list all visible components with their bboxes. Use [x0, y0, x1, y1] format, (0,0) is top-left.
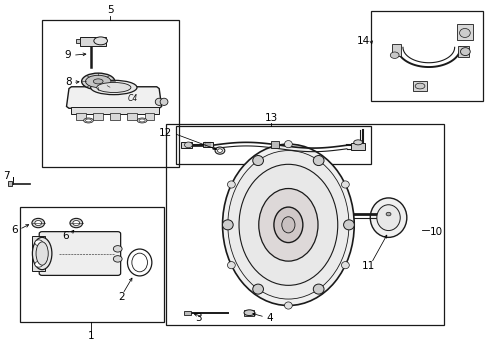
Ellipse shape	[341, 262, 348, 269]
Ellipse shape	[70, 219, 82, 228]
Ellipse shape	[341, 181, 348, 188]
Bar	[80, 37, 105, 45]
Ellipse shape	[160, 98, 167, 105]
Text: 14: 14	[356, 36, 369, 46]
Bar	[7, 181, 12, 186]
Bar	[32, 236, 44, 271]
FancyBboxPatch shape	[39, 231, 121, 275]
Ellipse shape	[273, 207, 302, 243]
Ellipse shape	[258, 189, 317, 261]
Bar	[181, 142, 192, 148]
Bar	[370, 12, 483, 101]
Ellipse shape	[155, 98, 163, 105]
Bar	[76, 39, 80, 43]
Ellipse shape	[244, 310, 254, 316]
Bar	[127, 113, 137, 120]
Bar	[183, 311, 190, 315]
Ellipse shape	[252, 284, 263, 294]
Bar	[166, 125, 444, 325]
Text: 13: 13	[264, 113, 277, 123]
Bar	[457, 45, 468, 57]
Text: 7: 7	[3, 171, 10, 181]
Ellipse shape	[313, 156, 324, 166]
Text: 4: 4	[266, 313, 272, 323]
Text: 2: 2	[118, 292, 124, 302]
Ellipse shape	[343, 220, 354, 230]
Ellipse shape	[94, 37, 107, 45]
Bar	[176, 126, 370, 164]
Ellipse shape	[414, 83, 424, 89]
Ellipse shape	[83, 118, 93, 123]
Bar	[456, 24, 472, 40]
Ellipse shape	[35, 240, 42, 246]
Bar	[20, 207, 163, 321]
Ellipse shape	[227, 262, 235, 269]
Ellipse shape	[222, 220, 233, 230]
Ellipse shape	[93, 79, 103, 84]
Ellipse shape	[386, 212, 390, 216]
Ellipse shape	[132, 253, 147, 272]
Text: 9: 9	[64, 50, 71, 60]
Ellipse shape	[184, 142, 192, 148]
Ellipse shape	[139, 119, 145, 122]
Ellipse shape	[90, 80, 137, 95]
Text: 8: 8	[64, 77, 71, 87]
Bar	[144, 113, 154, 120]
Bar	[244, 310, 254, 316]
Bar	[76, 113, 86, 120]
Ellipse shape	[32, 237, 52, 270]
Ellipse shape	[113, 246, 122, 252]
Text: C4: C4	[127, 94, 137, 103]
Text: 6: 6	[11, 225, 18, 235]
Text: 1: 1	[87, 331, 94, 341]
Ellipse shape	[215, 147, 224, 154]
Text: 5: 5	[107, 5, 114, 15]
Ellipse shape	[97, 82, 131, 93]
Ellipse shape	[227, 181, 235, 188]
Ellipse shape	[35, 261, 42, 267]
Ellipse shape	[32, 219, 44, 228]
Ellipse shape	[281, 217, 294, 233]
Bar	[93, 113, 103, 120]
Ellipse shape	[35, 221, 41, 226]
Ellipse shape	[137, 118, 147, 123]
Ellipse shape	[85, 75, 111, 87]
Bar	[350, 143, 365, 150]
Bar	[42, 21, 178, 167]
Ellipse shape	[313, 284, 324, 294]
Ellipse shape	[227, 150, 348, 299]
Bar	[71, 107, 159, 114]
Text: 11: 11	[362, 261, 375, 271]
Ellipse shape	[284, 140, 292, 148]
Ellipse shape	[85, 119, 91, 122]
Ellipse shape	[389, 52, 398, 58]
Text: 12: 12	[159, 128, 172, 138]
Ellipse shape	[36, 242, 48, 265]
Ellipse shape	[222, 144, 353, 306]
Ellipse shape	[369, 198, 406, 237]
Bar	[202, 142, 212, 147]
Bar	[110, 113, 120, 120]
Ellipse shape	[113, 256, 122, 262]
Text: 10: 10	[429, 227, 442, 237]
Bar	[391, 44, 400, 56]
Ellipse shape	[73, 221, 80, 226]
Bar	[412, 81, 427, 91]
Ellipse shape	[81, 73, 115, 90]
Bar	[271, 140, 278, 148]
Text: 6: 6	[62, 231, 69, 240]
Ellipse shape	[252, 156, 263, 166]
Ellipse shape	[239, 164, 337, 285]
Ellipse shape	[459, 28, 469, 37]
Ellipse shape	[353, 140, 362, 145]
Ellipse shape	[284, 302, 292, 309]
Polygon shape	[66, 87, 161, 108]
Text: 3: 3	[195, 313, 202, 323]
Ellipse shape	[460, 48, 469, 55]
Ellipse shape	[217, 149, 222, 152]
Ellipse shape	[376, 205, 399, 230]
